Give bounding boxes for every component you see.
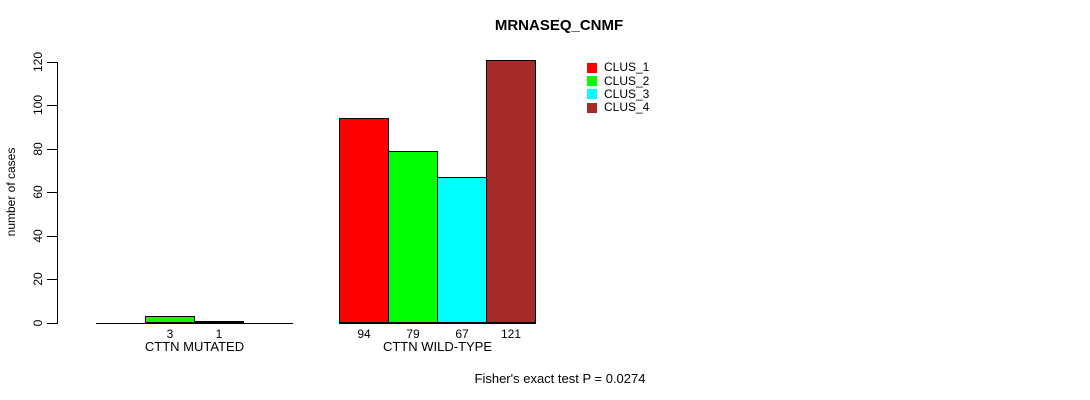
y-tick	[47, 236, 57, 237]
bar-value-label: 3	[166, 327, 174, 341]
bar-value-label: 94	[357, 327, 371, 341]
y-tick	[47, 323, 57, 324]
group-label: CTTN WILD-TYPE	[382, 339, 493, 354]
y-tick-label: 80	[31, 142, 45, 156]
bar-clus_2	[145, 316, 195, 323]
y-tick	[47, 149, 57, 150]
y-axis-line	[57, 62, 58, 324]
y-tick-label: 0	[31, 319, 45, 327]
y-tick-label: 20	[31, 272, 45, 286]
bar-value-label: 79	[406, 327, 420, 341]
legend-swatch-clus_1	[587, 62, 597, 73]
legend-label: CLUS_2	[604, 73, 650, 88]
bar-clus_3	[194, 321, 244, 323]
bar-value-label: 1	[215, 327, 223, 341]
y-tick	[47, 279, 57, 280]
annotation-text: Fisher's exact test P = 0.0274	[474, 371, 646, 386]
bar-clus_2	[388, 151, 438, 323]
y-tick-label: 60	[31, 185, 45, 199]
y-tick-label: 120	[31, 51, 45, 73]
chart-title: MRNASEQ_CNMF	[494, 17, 624, 34]
y-axis-label: number of cases	[4, 147, 18, 237]
y-tick	[47, 105, 57, 106]
legend-label: CLUS_4	[604, 100, 650, 115]
legend-swatch-clus_3	[587, 89, 597, 100]
legend-label: CLUS_3	[604, 86, 650, 101]
x-axis-line	[339, 323, 536, 324]
y-tick	[47, 192, 57, 193]
legend-item: CLUS_4	[587, 101, 649, 114]
legend-swatch-clus_2	[587, 76, 597, 87]
legend-item: CLUS_3	[587, 86, 650, 101]
bar-clus_4	[486, 60, 536, 323]
legend-swatch-clus_4	[587, 102, 597, 113]
legend-item: CLUS_2	[587, 74, 649, 87]
y-tick-label: 40	[31, 229, 45, 243]
legend-item: CLUS_1	[587, 61, 649, 74]
y-tick-label: 100	[31, 94, 45, 116]
bar-value-label: 121	[500, 327, 522, 341]
y-tick	[47, 62, 57, 63]
bar-value-label: 67	[455, 327, 469, 341]
legend: CLUS_1 CLUS_2 CLUS_3 CLUS_4	[587, 61, 649, 115]
x-axis-line	[96, 323, 293, 324]
bar-clus_3	[437, 177, 487, 323]
bar-clus_1	[339, 118, 389, 323]
group-label: CTTN MUTATED	[144, 339, 245, 354]
legend-label: CLUS_1	[604, 60, 650, 75]
